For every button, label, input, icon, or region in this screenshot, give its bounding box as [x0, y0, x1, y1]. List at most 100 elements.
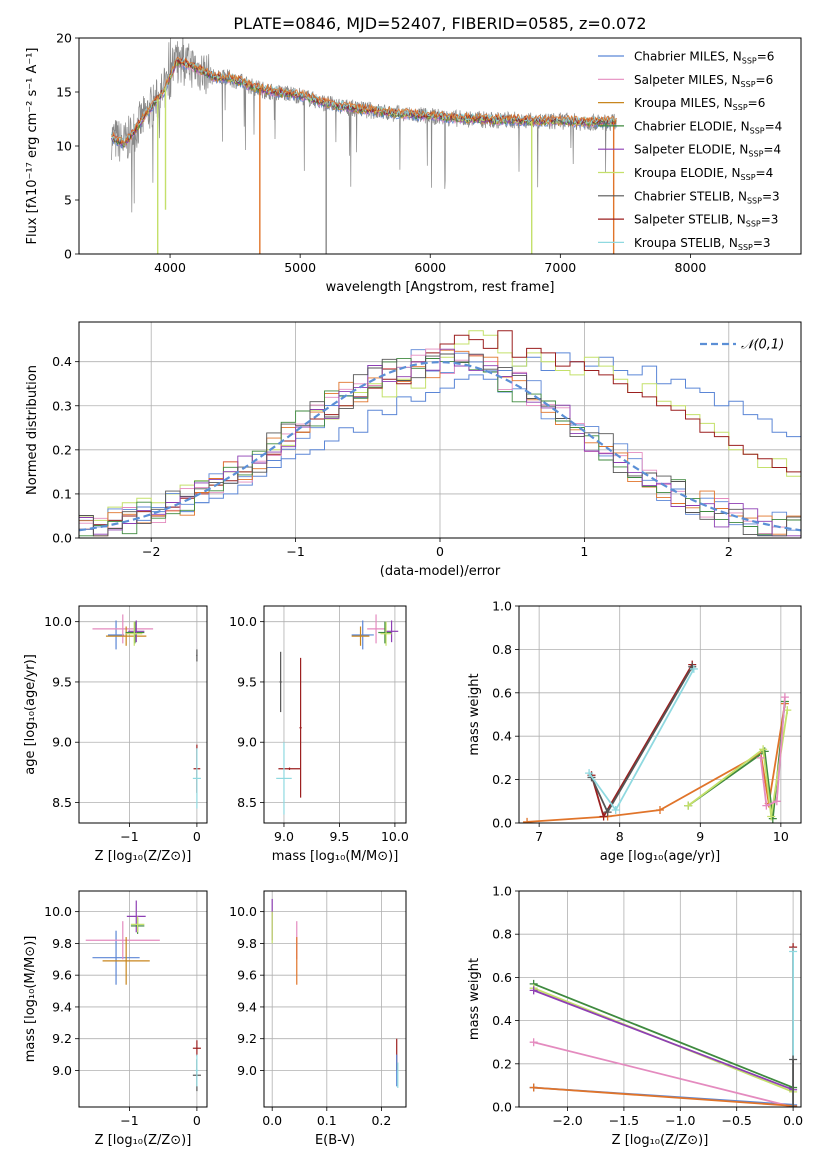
error-bar-point: [380, 621, 392, 646]
legend-label-sub: SSP: [742, 57, 757, 66]
legend-label-sub: SSP: [733, 103, 748, 112]
y-tick-label: 0.4: [492, 729, 512, 744]
legend-label-n: =4: [756, 166, 774, 180]
legend-label-n: =4: [765, 119, 783, 133]
legend-label-name: Salpeter STELIB, N: [634, 213, 746, 227]
legend-label-n: =4: [763, 143, 781, 157]
legend-label-sub: SSP: [741, 80, 756, 89]
panel-mass-weight-vs-age: 7 8 9 10 0.0 0.2 0.4 0.6 0.8 1.0 age [log₁₀(age/yr…: [467, 599, 802, 864]
error-bar-point: [130, 916, 145, 933]
error-bar-point: [105, 626, 147, 646]
legend-label-name: Kroupa STELIB, N: [634, 236, 738, 250]
x-axis-label: (data-model)/error: [380, 564, 501, 579]
mass-weight-line: [533, 1086, 794, 1107]
x-tick-label: 0: [193, 829, 201, 844]
x-tick-label: 9.5: [329, 829, 349, 844]
panel-mass-weight-vs-Z: −2.0 −1.5 −1.0 −0.5 0.0 0.0 0.2 0.4 0.6 0.8 1.0 Z […: [467, 884, 803, 1149]
mass-weight-line: [533, 983, 794, 1089]
axes-frame: [518, 890, 802, 1108]
mass-weight-marker: [529, 1083, 538, 1092]
mass-weight-line: [687, 710, 789, 817]
mass-weight-marker: [611, 805, 620, 814]
y-tick-label: 0.8: [492, 642, 512, 657]
y-tick-label: 0.6: [492, 685, 512, 700]
y-tick-label: 8.5: [237, 795, 257, 810]
mass-weight-marker: [684, 801, 693, 810]
y-tick-label: 10.0: [44, 904, 72, 919]
x-tick-label: −0.5: [722, 1113, 752, 1128]
error-bar-point: [278, 767, 301, 770]
error-bar-point: [125, 621, 145, 644]
legend-label-n: =3: [753, 236, 771, 250]
plot-area: [111, 38, 617, 254]
histogram-series: [79, 330, 801, 530]
y-tick-label: 9.2: [52, 1031, 72, 1046]
x-tick-label: −1.5: [609, 1113, 639, 1128]
legend-label-sub: SSP: [738, 243, 753, 252]
x-tick-label: 0.2: [371, 1113, 391, 1128]
y-tick-label: 0.0: [492, 816, 512, 831]
y-tick-label: 0.0: [52, 531, 72, 546]
mass-weight-marker: [599, 812, 608, 821]
mass-weight-marker: [789, 1103, 798, 1107]
legend-label-n: =6: [757, 50, 775, 64]
model-spectrum: [111, 57, 617, 146]
y-axis-label: Flux [fλ10⁻¹⁷ erg cm⁻² s⁻¹ A⁻¹]: [25, 48, 40, 245]
mass-weight-line: [533, 989, 794, 1091]
error-bar-point: [351, 620, 374, 650]
x-tick-label: 6000: [414, 260, 446, 275]
error-bar-point: [85, 921, 160, 960]
y-tick-label: 0.2: [492, 1056, 512, 1071]
plot-area: [519, 606, 801, 823]
x-tick-label: 2: [725, 544, 733, 559]
legend-label-name: Chabrier MILES, N: [634, 50, 742, 64]
x-axis-label: E(B-V): [315, 1133, 355, 1148]
mass-weight-marker: [789, 947, 798, 956]
axes-frame: [263, 890, 407, 1108]
mass-weight-marker: [523, 817, 532, 823]
error-bar-point: [102, 937, 150, 985]
y-tick-label: 10.0: [229, 904, 257, 919]
x-axis-label: Z [log₁₀(Z/Z⊙)]: [95, 1133, 192, 1148]
x-tick-label: 8000: [675, 260, 707, 275]
legend-label-n: =3: [761, 213, 779, 227]
axes-frame: [78, 605, 208, 824]
legend-label-sub: SSP: [750, 126, 765, 135]
mass-weight-marker: [762, 801, 771, 810]
y-tick-label: 0: [64, 247, 72, 262]
y-axis-label: mass weight: [467, 673, 482, 755]
y-tick-label: 0.2: [492, 772, 512, 787]
legend-label: 𝒩(0,1): [741, 338, 784, 353]
mass-weight-marker: [772, 797, 781, 806]
x-axis-label: wavelength [Angstrom, rest frame]: [326, 280, 555, 295]
y-tick-label: 9.4: [52, 999, 72, 1014]
y-tick-label: 0.3: [52, 398, 72, 413]
y-tick-label: 9.6: [237, 968, 257, 983]
legend-label-name: Salpeter ELODIE, N: [634, 143, 748, 157]
y-tick-label: 0.4: [492, 1013, 512, 1028]
y-axis-label: mass weight: [467, 958, 482, 1040]
model-spectrum: [111, 56, 617, 146]
legend-label-sub: SSP: [746, 220, 761, 229]
error-bar-point: [126, 621, 143, 646]
y-tick-label: 9.5: [237, 674, 257, 689]
x-tick-label: 7000: [544, 260, 576, 275]
error-bar-point: [128, 620, 145, 643]
y-tick-label: 10.0: [229, 614, 257, 629]
mass-weight-marker: [756, 753, 765, 762]
y-tick-label: 15: [56, 85, 72, 100]
error-bar-point: [196, 649, 198, 662]
y-tick-label: 0.2: [52, 442, 72, 457]
legend-label: Chabrier ELODIE, NSSP=4: [634, 119, 782, 135]
legend-label-sub: SSP: [741, 173, 756, 182]
model-spectrum: [111, 56, 617, 145]
panel-age-vs-mass: 9.0 9.5 10.0 8.5 9.0 9.5 10.0 mass [log₁₀(M/M⊙)…: [229, 605, 409, 864]
x-axis-label: Z [log₁₀(Z/Z⊙)]: [612, 1133, 709, 1148]
y-tick-label: 10.0: [44, 614, 72, 629]
mass-weight-marker: [689, 664, 698, 673]
mass-weight-marker: [780, 693, 789, 702]
legend-label-name: Salpeter MILES, N: [634, 73, 741, 87]
y-tick-label: 9.0: [52, 735, 72, 750]
x-tick-label: −2.0: [552, 1113, 582, 1128]
plot-area: [79, 606, 207, 823]
